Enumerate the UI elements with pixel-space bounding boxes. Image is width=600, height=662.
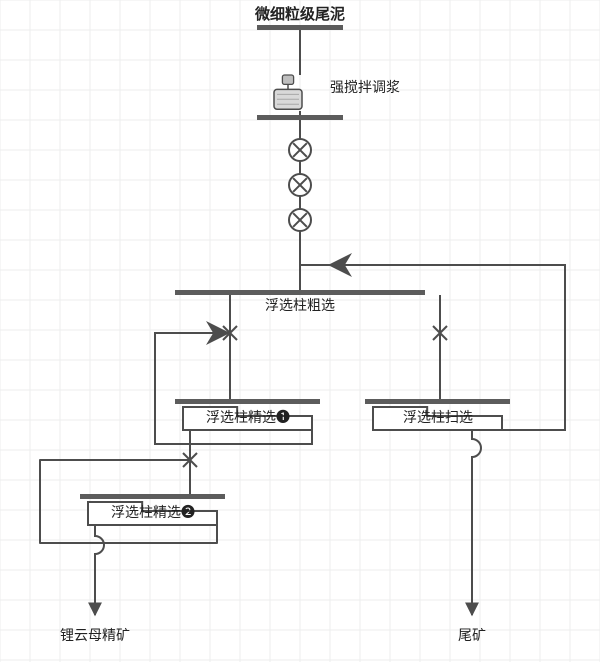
scavenger-cell-top-bar xyxy=(365,399,510,404)
mixer-bar xyxy=(257,115,343,120)
product-right-label: 尾矿 xyxy=(458,628,486,644)
reagent-valve-3 xyxy=(289,209,311,231)
cleaner1-cell-top-bar xyxy=(175,399,320,404)
rougher-bar xyxy=(175,290,425,295)
product-left-label: 锂云母精矿 xyxy=(60,628,130,644)
rougher-label: 浮选柱粗选 xyxy=(265,298,335,314)
feed-title: 微细粒级尾泥 xyxy=(254,5,345,23)
reagent-valve-1 xyxy=(289,139,311,161)
feed-bar xyxy=(257,25,343,30)
cleaner1-label: 浮选柱精选❶ xyxy=(206,410,290,426)
mixer-label: 强搅拌调浆 xyxy=(330,80,400,96)
scavenger-label: 浮选柱扫选 xyxy=(403,410,473,426)
reagent-valve-2 xyxy=(289,174,311,196)
cleaner2-label: 浮选柱精选❷ xyxy=(111,505,195,521)
cleaner2-cell-top-bar xyxy=(80,494,225,499)
